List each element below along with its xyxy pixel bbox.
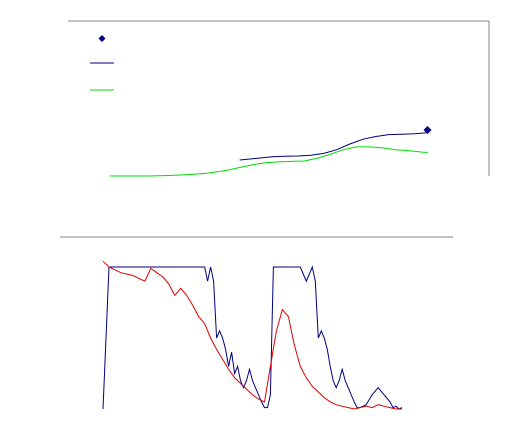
chart-canvas	[0, 0, 513, 447]
chart-background	[0, 0, 513, 447]
